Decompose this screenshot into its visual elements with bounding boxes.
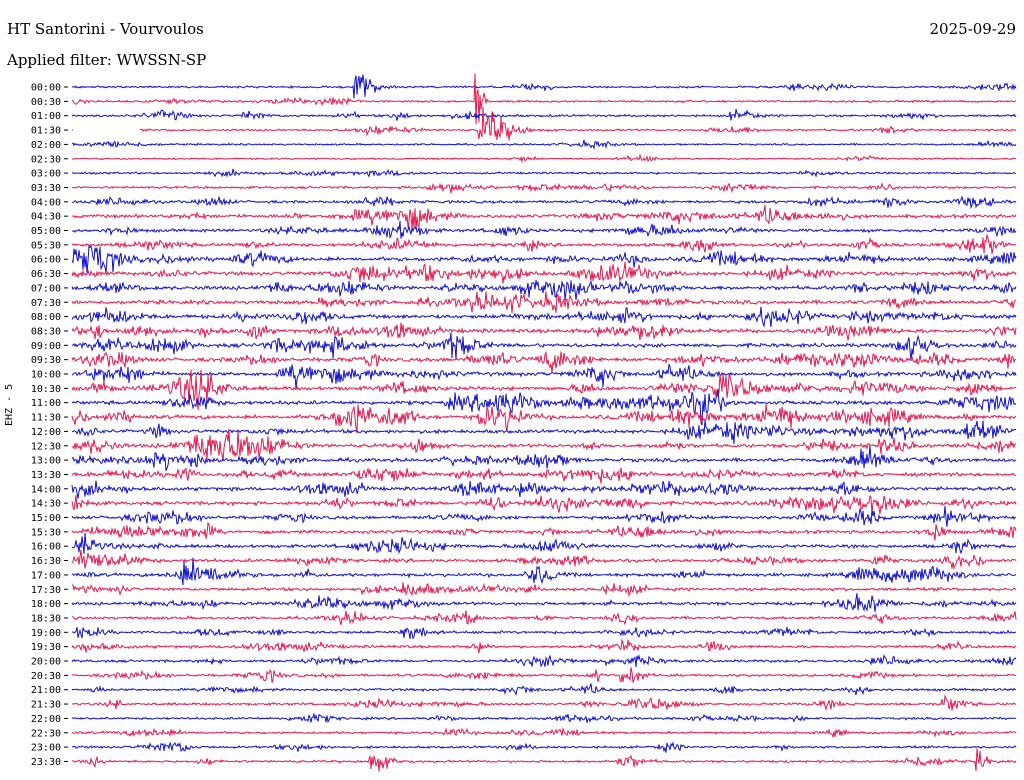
trace-line-1000 [71,363,1017,389]
trace-line-2000 [71,654,1017,668]
trace-line-0700 [71,279,1017,301]
trace-line-0100 [71,108,1017,121]
trace-line-0130 [139,106,1017,141]
time-tick-label: 03:30 [31,183,61,194]
trace-line-0200 [71,139,1017,150]
time-tick-label: 14:00 [31,484,61,495]
trace-line-1930 [71,638,1017,654]
time-tick-label: 03:00 [31,169,61,180]
trace-line-1400 [71,480,1017,499]
trace-line-2100 [71,683,1016,696]
time-tick-label: 10:30 [31,384,61,395]
trace-line-0300 [71,168,1017,178]
time-tick-label: 04:00 [31,197,61,208]
trace-line-1700 [71,557,1017,586]
time-tick-label: 00:00 [31,83,61,94]
trace-line-1900 [71,626,1017,640]
trace-line-2330 [72,748,1017,772]
time-tick-label: 17:00 [31,570,61,581]
trace-line-0330 [71,182,1017,194]
trace-line-1600 [71,532,1017,555]
trace-line-0930 [71,350,1017,373]
time-tick-label: 23:30 [31,757,61,768]
time-tick-label: 19:30 [31,642,61,653]
time-tick-label: 06:30 [31,269,61,280]
trace-line-2230 [71,726,1017,738]
time-tick-label: 18:30 [31,613,61,624]
trace-line-0430 [71,204,1017,231]
trace-line-1130 [71,403,1017,434]
station-title: HT Santorini - Vourvoulos [7,20,204,38]
time-tick-label: 04:30 [31,212,61,223]
time-tick-label: 07:00 [31,283,61,294]
time-tick-label: 16:00 [31,542,61,553]
time-tick-label: 06:00 [31,255,61,266]
time-tick-label: 02:00 [31,140,61,151]
trace-line-0730 [71,291,1017,314]
trace-line-2200 [71,712,1017,724]
trace-line-0500 [72,220,1017,239]
time-tick-label: 07:30 [31,298,61,309]
time-tick-label: 22:30 [31,728,61,739]
time-tick-label: 01:00 [31,111,61,122]
time-tick-label: 14:30 [31,499,61,510]
time-tick-label: 13:00 [31,456,61,467]
time-tick-label: 12:00 [31,427,61,438]
time-tick-label: 00:30 [31,97,61,108]
trace-line-1100 [71,388,1017,426]
time-tick-label: 01:30 [31,126,61,137]
trace-line-0030 [71,73,1017,125]
time-tick-label: 20:30 [31,671,61,682]
time-tick-label: 11:00 [31,398,61,409]
time-tick-label: 19:00 [31,628,61,639]
trace-line-2030 [71,667,1017,683]
time-tick-label: 22:00 [31,714,61,725]
date-label: 2025-09-29 [929,20,1016,38]
trace-line-1430 [71,494,1017,514]
time-tick-label: 12:30 [31,441,61,452]
trace-line-1330 [71,467,1017,484]
trace-line-0830 [71,322,1017,341]
time-tick-label: 15:00 [31,513,61,524]
trace-line-1300 [71,445,1017,471]
trace-line-1500 [71,505,1017,527]
time-tick-label: 02:30 [31,154,61,165]
trace-line-0800 [71,306,1017,328]
time-tick-label: 10:00 [31,370,61,381]
time-tick-label: 08:00 [31,312,61,323]
trace-line-0900 [71,332,1017,362]
trace-line-0400 [71,195,1017,210]
time-tick-label: 23:00 [31,743,61,754]
trace-line-2300 [72,741,1017,753]
time-tick-label: 21:30 [31,700,61,711]
time-tick-label: 21:00 [31,685,61,696]
time-tick-label: 05:00 [31,226,61,237]
time-tick-label: 05:30 [31,240,61,251]
time-tick-label: 09:30 [31,355,61,366]
trace-line-0600 [71,244,1017,274]
trace-line-1730 [71,582,1017,598]
trace-line-0230 [71,153,1017,164]
trace-line-1630 [71,549,1017,570]
time-tick-label: 17:30 [31,585,61,596]
time-tick-label: 16:30 [31,556,61,567]
time-tick-label: 20:00 [31,657,61,668]
time-tick-label: 15:30 [31,527,61,538]
trace-line-0630 [71,261,1017,284]
trace-line-1030 [71,369,1017,410]
trace-line-1530 [71,521,1017,541]
trace-line-0000 [71,74,1017,99]
time-tick-label: 18:00 [31,599,61,610]
trace-line-1800 [71,593,1017,612]
time-tick-label: 11:30 [31,413,61,424]
trace-line-1830 [71,610,1017,626]
filter-label: Applied filter: WWSSN-SP [7,51,207,69]
trace-line-2130 [71,694,1017,711]
trace-line-0530 [71,234,1017,255]
time-tick-label: 09:00 [31,341,61,352]
trace-line-1230 [71,428,1017,461]
time-tick-label: 08:30 [31,326,61,337]
time-tick-label: 13:30 [31,470,61,481]
